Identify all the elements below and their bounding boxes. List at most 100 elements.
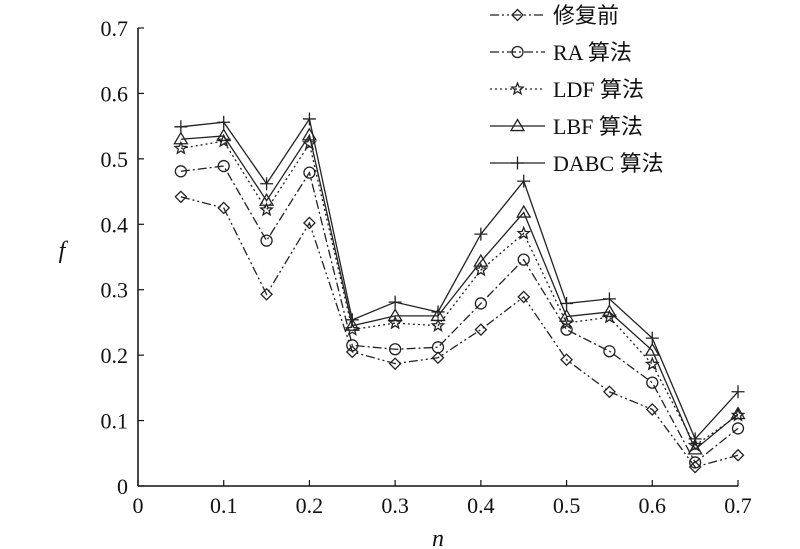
data-point (558, 308, 575, 322)
data-point (174, 190, 188, 204)
y-tick-label: 0.4 (101, 212, 129, 237)
data-point (688, 432, 702, 446)
data-point (473, 253, 489, 267)
data-point (217, 115, 231, 129)
legend-item: 修复前 (490, 3, 619, 28)
data-point (430, 317, 446, 332)
data-point (560, 353, 573, 367)
y-tick-label: 0.6 (101, 81, 129, 106)
data-point (730, 406, 746, 420)
data-point (474, 297, 488, 310)
data-point (303, 166, 316, 179)
data-point (474, 323, 488, 337)
data-point (517, 174, 531, 188)
data-point (388, 343, 402, 356)
series-line (180, 140, 739, 447)
x-tick-label: 0.7 (724, 493, 752, 518)
legend-item: DABC 算法 (490, 151, 664, 176)
data-point (601, 304, 618, 318)
data-point (344, 317, 360, 331)
x-axis-label: n (432, 526, 444, 549)
data-point (260, 177, 274, 191)
data-point (431, 305, 445, 319)
data-point (431, 351, 445, 365)
data-point (731, 385, 745, 399)
series-4 (173, 127, 746, 455)
x-tick-label: 0.6 (639, 493, 667, 518)
y-axis-label: f (59, 238, 69, 264)
x-tick-label: 0.1 (210, 493, 238, 518)
data-point (388, 295, 402, 309)
data-point (731, 448, 745, 462)
data-point (688, 456, 702, 469)
data-point (258, 192, 275, 206)
data-point (174, 120, 188, 134)
y-tick-label: 0.5 (101, 147, 129, 172)
data-point (516, 225, 532, 240)
legend-label: LDF 算法 (553, 77, 644, 102)
legend-marker (511, 45, 524, 59)
data-point (216, 128, 232, 142)
y-tick-label: 0.2 (101, 343, 129, 368)
data-point (431, 341, 445, 354)
data-point (216, 133, 232, 148)
data-point (602, 292, 616, 306)
data-point (388, 357, 402, 371)
y-axis-ticks: 0 0.1 0.2 0.3 0.4 0.5 0.6 0.7 (101, 16, 144, 499)
legend-label: DABC 算法 (553, 151, 664, 176)
x-tick-label: 0.5 (553, 493, 581, 518)
series-layer (173, 112, 746, 474)
data-point (644, 342, 660, 356)
data-point (387, 315, 403, 330)
legend-label: 修复前 (553, 3, 619, 28)
x-axis-ticks: 0 0.1 0.2 0.3 0.4 0.5 0.6 0.7 (133, 480, 752, 518)
legend-item: LDF 算法 (490, 77, 644, 102)
data-point (473, 262, 489, 277)
legend-label: RA 算法 (553, 40, 632, 65)
y-tick-label: 0.3 (101, 278, 129, 303)
data-point (302, 112, 316, 126)
legend-marker (509, 118, 526, 132)
data-point (603, 385, 616, 399)
data-point (560, 296, 574, 310)
plot-frame (137, 28, 738, 487)
data-point (474, 227, 488, 241)
x-tick-label: 0.4 (467, 493, 495, 518)
data-point (731, 422, 745, 435)
data-point (260, 234, 273, 247)
data-point (644, 356, 660, 371)
data-point (603, 345, 616, 358)
data-point (387, 308, 403, 322)
x-tick-label: 0 (133, 493, 144, 518)
legend-marker (511, 8, 524, 22)
data-point (517, 290, 531, 304)
legend-label: LBF 算法 (553, 114, 643, 139)
data-point (516, 204, 532, 218)
data-point (259, 202, 274, 217)
data-point (303, 216, 316, 230)
series-line (180, 196, 739, 468)
legend: 修复前 RA 算法 LDF 算法 LBF 算法 DABC 算法 (490, 3, 664, 176)
series-5 (174, 112, 745, 446)
y-tick-label: 0.7 (101, 16, 129, 41)
x-tick-label: 0.2 (296, 493, 324, 518)
legend-marker (510, 81, 525, 96)
data-point (430, 308, 446, 322)
data-point (345, 313, 359, 327)
data-point (173, 140, 189, 155)
legend-item: RA 算法 (490, 40, 632, 65)
data-point (346, 339, 359, 352)
data-point (646, 376, 659, 389)
data-point (517, 253, 530, 266)
series-line (180, 133, 739, 451)
x-tick-label: 0.3 (381, 493, 409, 518)
data-point (217, 159, 230, 173)
legend-item: LBF 算法 (490, 114, 643, 139)
series-1 (174, 190, 745, 474)
data-point (560, 323, 573, 336)
data-point (173, 131, 189, 145)
series-3 (173, 133, 746, 452)
data-point (688, 460, 702, 474)
data-point (217, 201, 231, 215)
data-point (260, 287, 273, 301)
